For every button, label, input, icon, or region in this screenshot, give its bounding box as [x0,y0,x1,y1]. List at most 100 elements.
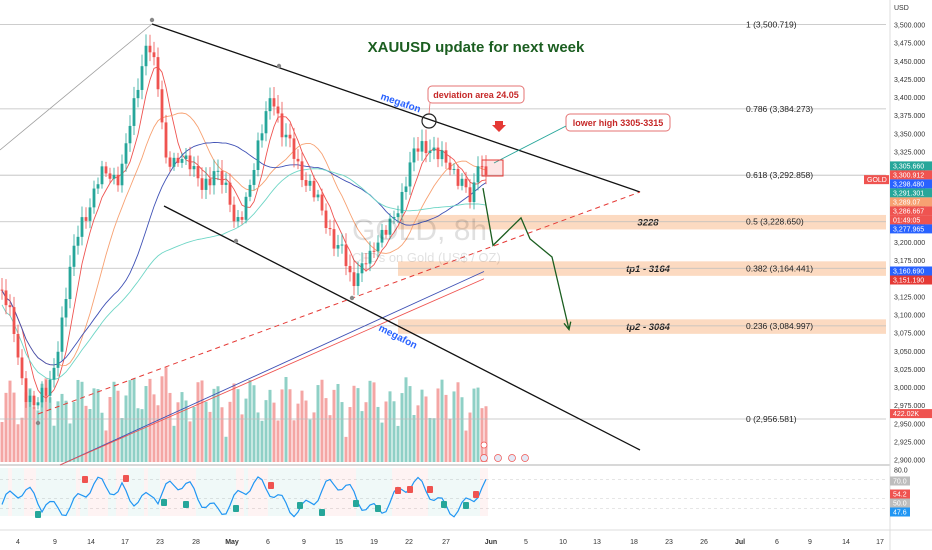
candle-body[interactable] [196,166,200,179]
candle-body[interactable] [368,250,372,264]
candle-body[interactable] [312,180,316,198]
candle-body[interactable] [340,244,344,246]
candle-body[interactable] [152,52,156,58]
candle-body[interactable] [108,173,112,179]
flag-icon[interactable] [521,454,529,462]
candle-body[interactable] [268,98,272,112]
candle-body[interactable] [184,155,188,160]
candle-body[interactable] [160,89,164,123]
candle-body[interactable] [52,367,56,380]
lower-high-callout-box[interactable] [565,113,671,132]
candle-body[interactable] [132,98,136,126]
candle-body[interactable] [12,307,16,334]
flag-icon[interactable] [494,454,502,462]
candle-body[interactable] [20,357,24,379]
candle-body[interactable] [324,210,328,228]
candle-body[interactable] [128,125,132,144]
candle-body[interactable] [104,166,108,174]
candle-body[interactable] [180,159,184,163]
candle-body[interactable] [228,182,232,205]
candle-body[interactable] [156,57,160,90]
event-icon[interactable] [480,441,488,449]
flag-icon[interactable] [480,454,488,462]
candle-body[interactable] [288,134,292,139]
candle-body[interactable] [428,150,432,154]
candle-body[interactable] [348,266,352,273]
candle-body[interactable] [392,217,396,219]
candle-body[interactable] [24,378,28,403]
ma-medium-line[interactable] [1,112,487,367]
candle-body[interactable] [272,98,276,107]
candle-body[interactable] [276,106,280,114]
candle-body[interactable] [476,166,480,183]
candle-body[interactable] [436,147,440,160]
candle-body[interactable] [396,213,400,218]
candle-body[interactable] [208,178,212,186]
candle-body[interactable] [232,204,236,222]
candle-body[interactable] [220,170,224,185]
megafon-lower-trendline[interactable] [163,205,641,451]
candle-body[interactable] [56,351,60,368]
candle-body[interactable] [40,387,44,403]
candle-body[interactable] [316,194,320,198]
candle-body[interactable] [48,379,52,396]
candle-body[interactable] [448,162,452,170]
candle-body[interactable] [328,227,332,230]
candle-body[interactable] [64,299,68,318]
candle-body[interactable] [456,168,460,186]
candle-body[interactable] [444,150,448,163]
candle-body[interactable] [216,170,220,172]
candle-body[interactable] [240,217,244,220]
megafon-upper-trendline[interactable] [151,23,641,193]
candle-body[interactable] [92,188,96,208]
ma-200-red-line[interactable] [59,278,485,466]
candle-body[interactable] [416,148,420,152]
candle-body[interactable] [280,113,284,138]
candle-body[interactable] [116,174,120,186]
candle-body[interactable] [292,138,296,159]
candle-body[interactable] [432,147,436,151]
candle-body[interactable] [36,402,40,406]
osc-line[interactable] [1,476,487,518]
candle-body[interactable] [248,184,252,197]
candle-body[interactable] [204,178,208,190]
candle-body[interactable] [16,333,20,358]
candle-body[interactable] [212,171,216,186]
candle-body[interactable] [112,174,116,179]
candle-body[interactable] [164,122,168,158]
candle-body[interactable] [124,143,128,164]
candle-body[interactable] [300,161,304,181]
candle-body[interactable] [192,166,196,170]
candle-body[interactable] [84,217,88,221]
candle-body[interactable] [256,140,260,170]
candle-body[interactable] [260,133,264,141]
candle-body[interactable] [452,168,456,170]
candle-body[interactable] [72,245,76,267]
candle-body[interactable] [472,182,476,203]
candle-body[interactable] [380,229,384,243]
candle-body[interactable] [224,182,228,185]
candle-body[interactable] [144,45,148,67]
candle-body[interactable] [468,187,472,203]
ma-long-line[interactable] [1,168,487,380]
candle-body[interactable] [424,141,428,154]
candle-body[interactable] [364,263,368,265]
flag-icon[interactable] [508,454,516,462]
candle-body[interactable] [376,242,380,252]
candle-body[interactable] [68,266,72,300]
candle-body[interactable] [88,207,92,221]
candle-body[interactable] [360,263,364,274]
candle-body[interactable] [172,157,176,167]
candle-body[interactable] [352,272,356,287]
candle-body[interactable] [372,250,376,252]
candle-body[interactable] [176,157,180,163]
target-zone[interactable] [398,319,886,334]
candle-body[interactable] [244,196,248,220]
long-trend-line[interactable] [0,23,153,151]
candle-body[interactable] [440,150,444,160]
candle-body[interactable] [304,180,308,186]
candle-body[interactable] [400,191,404,214]
ma-slow-line[interactable] [1,141,487,366]
candle-body[interactable] [76,236,80,246]
